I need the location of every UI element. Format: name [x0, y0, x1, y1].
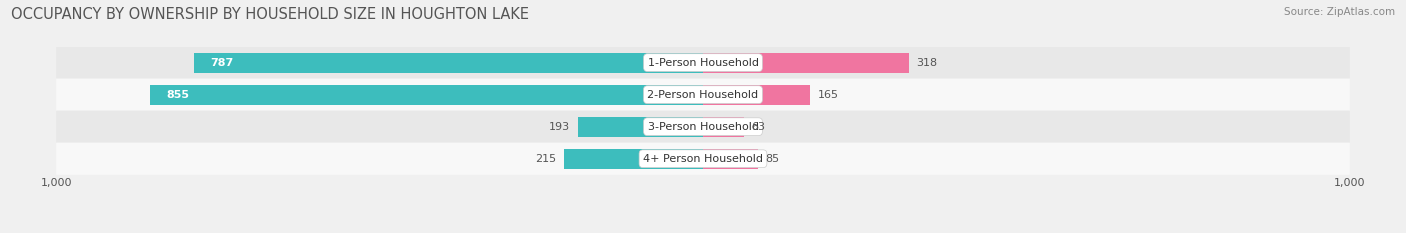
Text: 2-Person Household: 2-Person Household [647, 90, 759, 100]
Text: 63: 63 [751, 122, 765, 132]
Text: 318: 318 [917, 58, 938, 68]
Text: OCCUPANCY BY OWNERSHIP BY HOUSEHOLD SIZE IN HOUGHTON LAKE: OCCUPANCY BY OWNERSHIP BY HOUSEHOLD SIZE… [11, 7, 529, 22]
Text: 85: 85 [766, 154, 780, 164]
Bar [578, 117, 703, 137]
Text: 1-Person Household: 1-Person Household [648, 58, 758, 68]
Text: 3-Person Household: 3-Person Household [648, 122, 758, 132]
FancyBboxPatch shape [56, 143, 1350, 175]
Text: 787: 787 [209, 58, 233, 68]
Bar [703, 53, 908, 72]
Text: 4+ Person Household: 4+ Person Household [643, 154, 763, 164]
Bar [564, 149, 703, 169]
Bar [703, 85, 810, 105]
Bar [194, 53, 703, 72]
Text: Source: ZipAtlas.com: Source: ZipAtlas.com [1284, 7, 1395, 17]
FancyBboxPatch shape [56, 111, 1350, 143]
Bar [703, 117, 744, 137]
FancyBboxPatch shape [56, 79, 1350, 111]
Text: 165: 165 [817, 90, 838, 100]
Bar [703, 149, 758, 169]
Text: 855: 855 [166, 90, 190, 100]
Text: 193: 193 [550, 122, 571, 132]
FancyBboxPatch shape [56, 47, 1350, 79]
Bar [150, 85, 703, 105]
Legend: Owner-occupied, Renter-occupied: Owner-occupied, Renter-occupied [591, 230, 815, 233]
Text: 215: 215 [536, 154, 557, 164]
